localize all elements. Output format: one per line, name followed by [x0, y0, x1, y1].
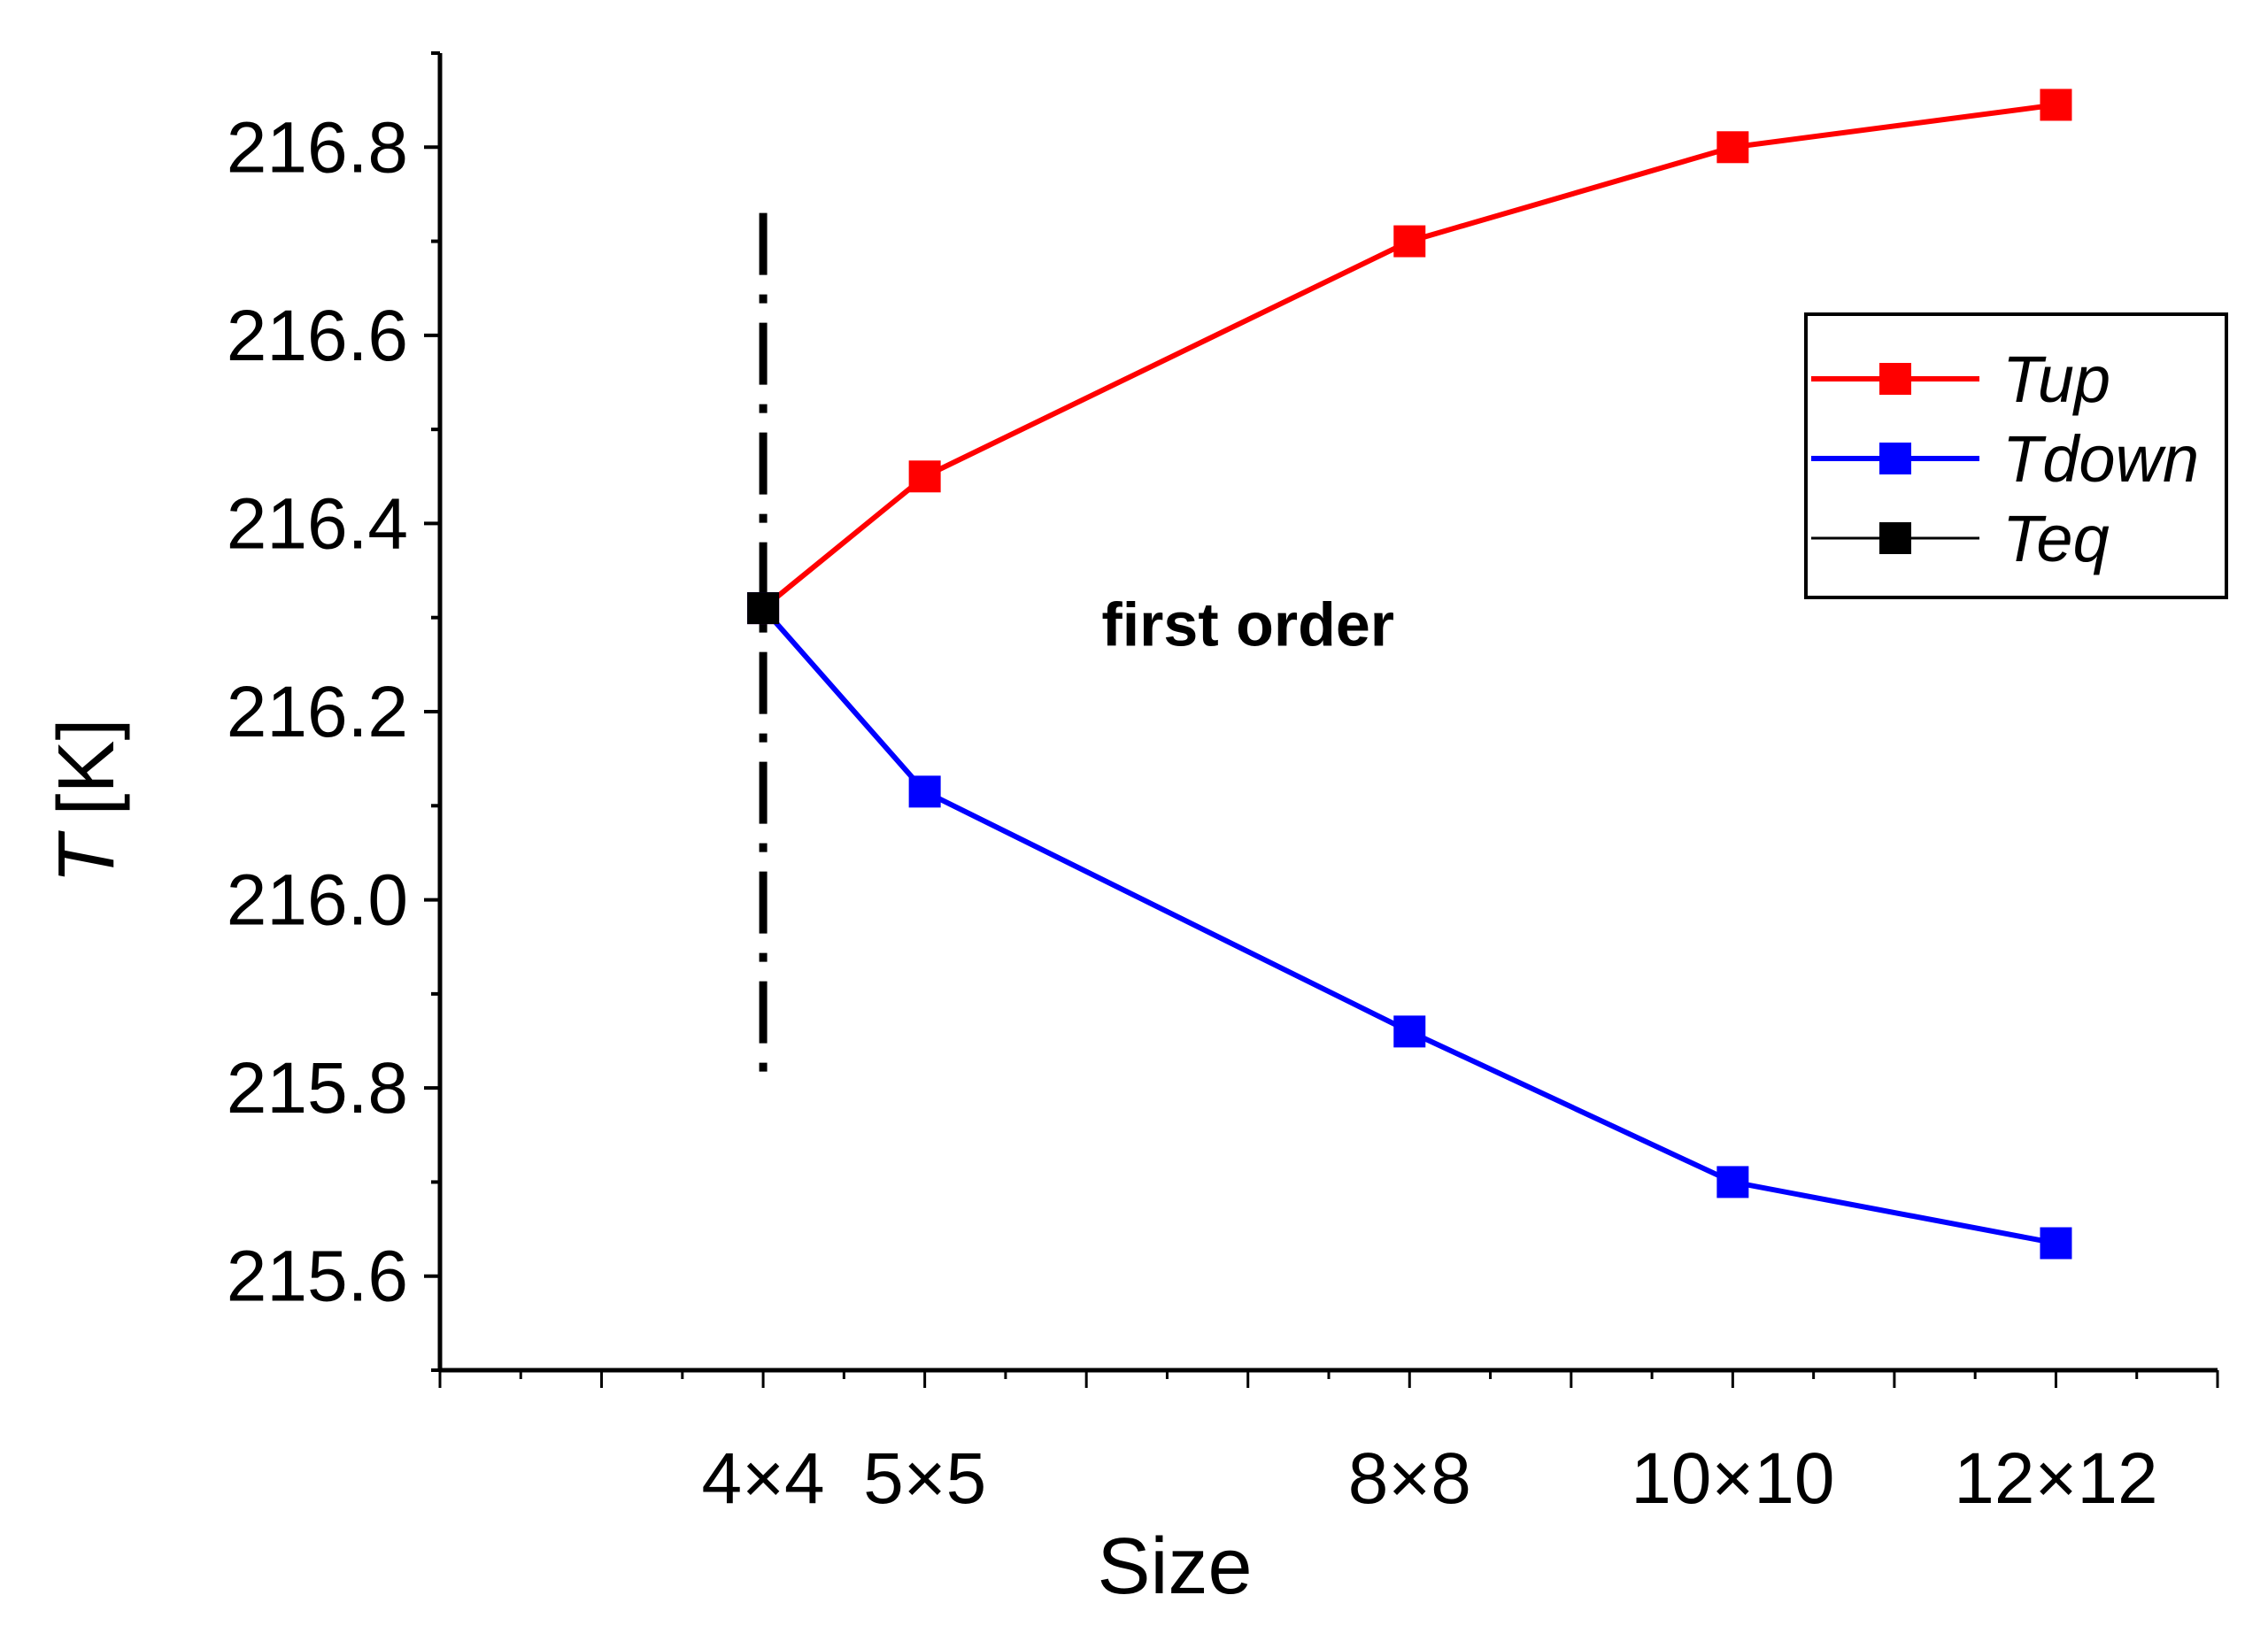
series-teq-point	[747, 592, 780, 625]
y-axis-ticks: 215.6 215.8 216.0 216.2 216.4 216.6 216.8	[227, 51, 440, 1372]
legend-tup-label: Tup	[2002, 343, 2110, 416]
y-tick-label: 216.8	[227, 107, 408, 188]
series-tup-point	[908, 460, 941, 493]
x-axis-title: Size	[1097, 1522, 1252, 1611]
x-axis-ticks: 4×4 5×5 8×8 10×10 12×12	[438, 1370, 2219, 1519]
x-tick-label: 12×12	[1954, 1438, 2157, 1519]
series-tup-point	[1716, 131, 1749, 164]
legend-tup-marker	[1879, 363, 1911, 395]
series-tup-point	[2040, 89, 2072, 121]
series-tdown-line	[760, 606, 2057, 1246]
y-tick-label: 215.6	[227, 1237, 408, 1317]
series-tdown-point	[1393, 1015, 1426, 1048]
x-tick-label: 4×4	[702, 1438, 825, 1519]
legend-teq-marker	[1879, 522, 1911, 554]
y-tick-label: 216.0	[227, 860, 408, 941]
y-tick-label: 215.8	[227, 1048, 408, 1129]
legend-teq-label: Teq	[2002, 502, 2110, 575]
y-tick-label: 216.6	[227, 296, 408, 376]
legend-tdown-marker	[1879, 443, 1911, 474]
y-axis-unit: [K]	[42, 718, 131, 815]
x-tick-label: 5×5	[863, 1438, 986, 1519]
x-tick-label: 10×10	[1631, 1438, 1834, 1519]
series-tdown-point	[908, 775, 941, 808]
annotations: first order	[1101, 590, 1394, 659]
plot-area	[747, 89, 2072, 1260]
annotation-label: first order	[1101, 590, 1394, 659]
legend-tdown-label: Tdown	[2002, 422, 2199, 496]
y-axis-title: T [K]	[42, 718, 131, 883]
series-tdown-point	[1716, 1166, 1749, 1198]
y-axis-symbol: T	[42, 830, 131, 884]
x-tick-label: 8×8	[1348, 1438, 1471, 1519]
axes	[437, 53, 2218, 1373]
y-tick-label: 216.2	[227, 672, 408, 752]
series-tdown-point	[2040, 1227, 2072, 1260]
y-tick-label: 216.4	[227, 483, 408, 564]
series-tup-point	[1393, 225, 1426, 258]
